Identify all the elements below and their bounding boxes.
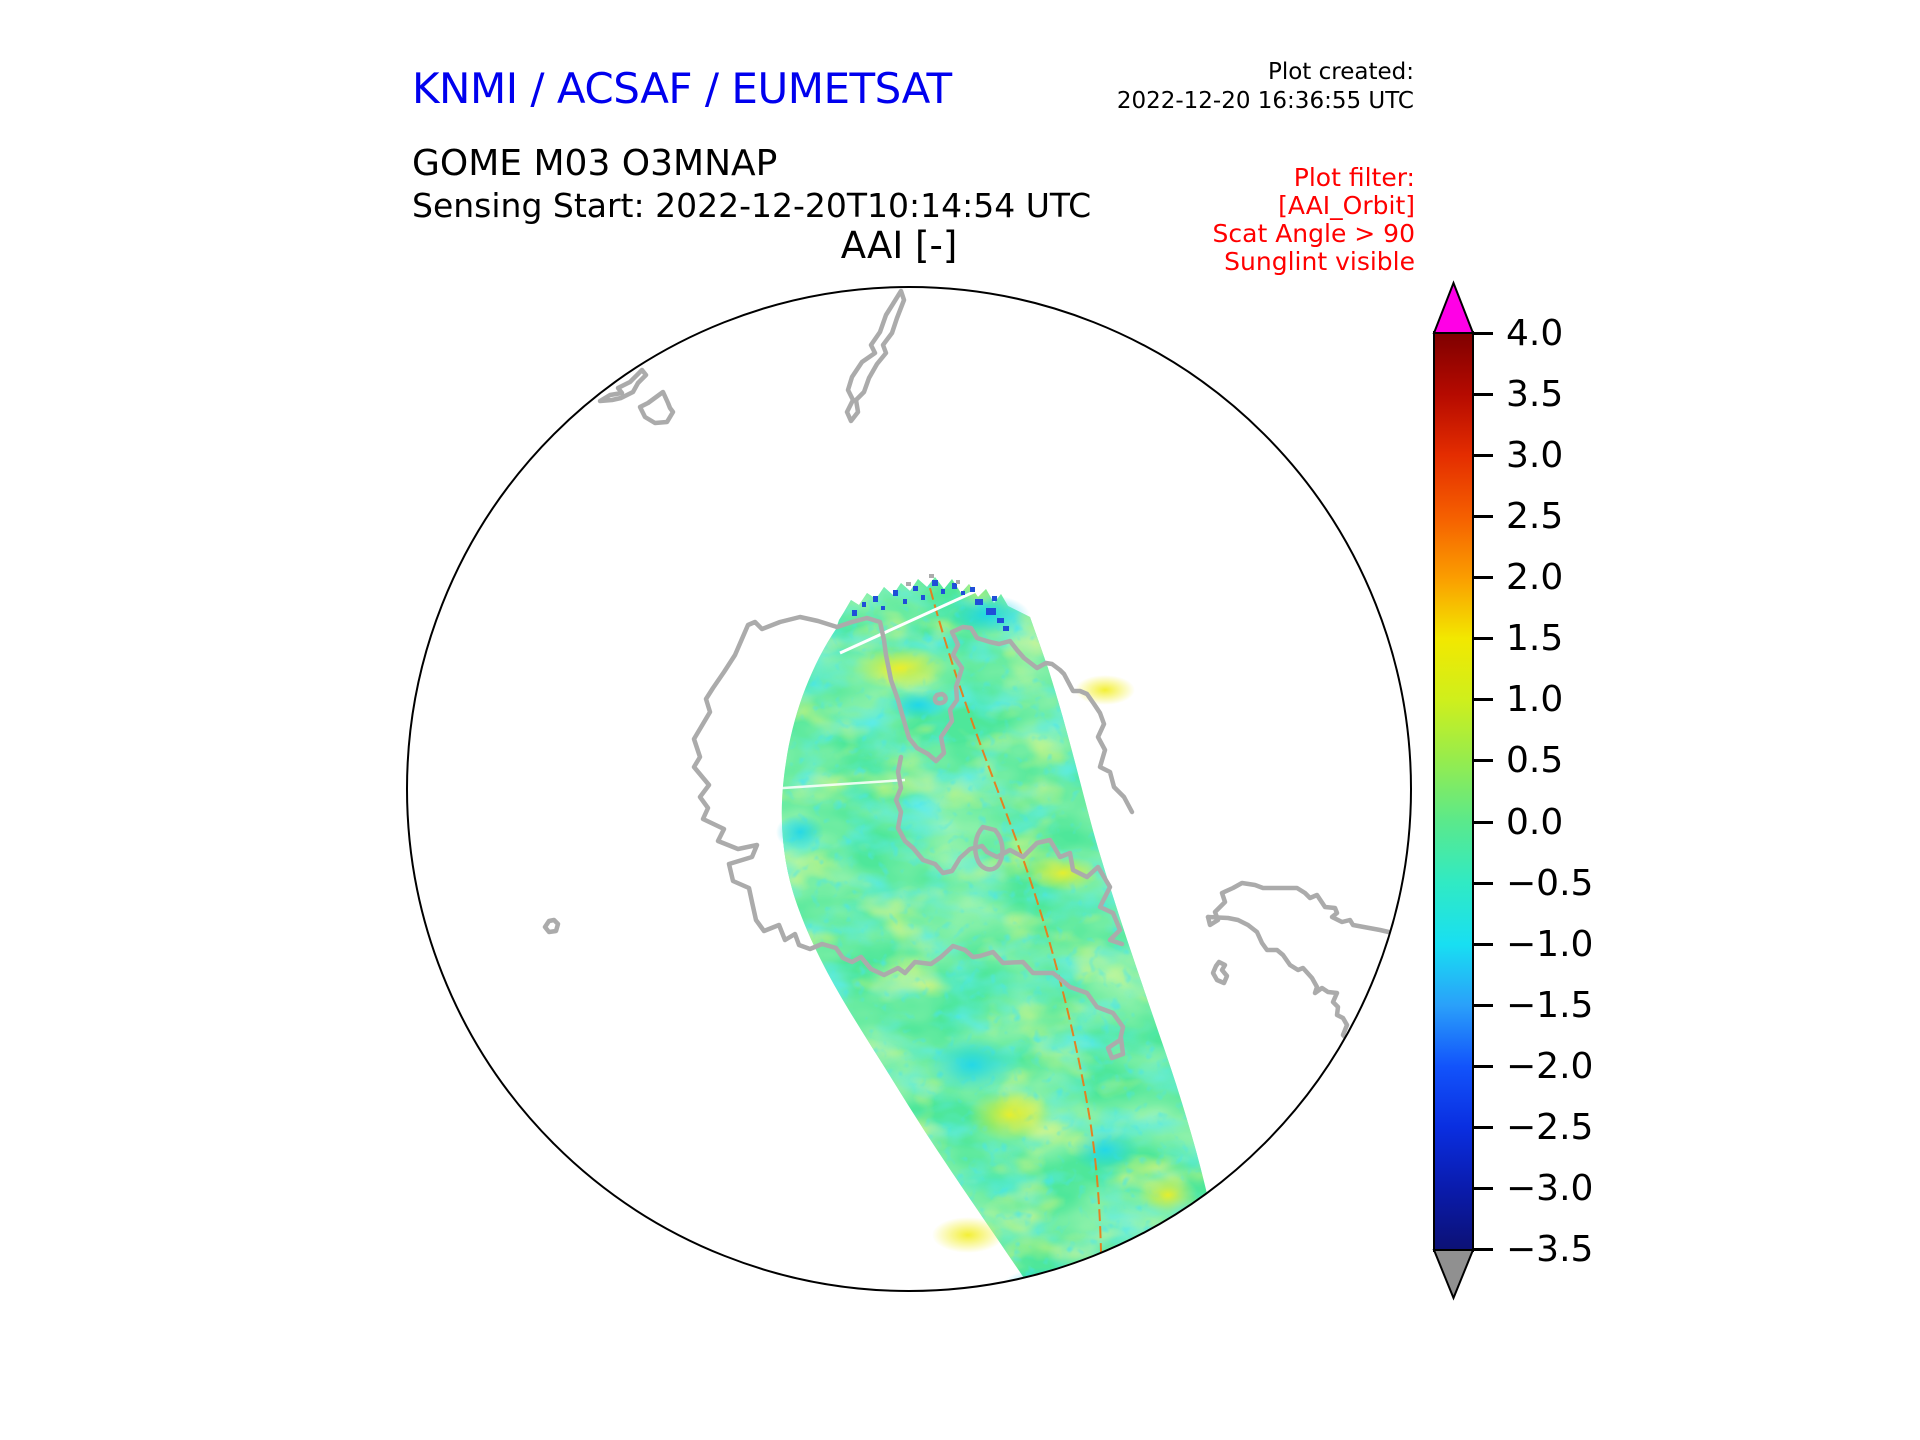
tick-label: −0.5 [1506, 862, 1594, 904]
tick-mark [1474, 1065, 1493, 1068]
tick-mark [1474, 637, 1493, 641]
tick-label: 2.5 [1506, 495, 1564, 537]
satellite-swath [767, 574, 1240, 1291]
coast-lagoon-ring [973, 824, 1005, 872]
coast-new-zealand [844, 288, 907, 424]
edge-blue-specks [852, 580, 1009, 631]
plot-filter-block: Plot filter: [AAI_Orbit] Scat Angle > 90 Su… [1213, 164, 1415, 276]
tick-label: 2.0 [1506, 557, 1564, 598]
tick-mark [1474, 331, 1493, 335]
tick-label: 1.0 [1506, 679, 1564, 721]
tick-mark [1474, 1003, 1493, 1007]
scan-gap-lines [767, 589, 977, 791]
tick-mark [1474, 1126, 1493, 1130]
globe-disc [407, 287, 1411, 1291]
coast-tiny-island-swath [932, 691, 948, 706]
coast-island-tdf [1210, 959, 1230, 986]
plot-created-label: Plot created: [1267, 59, 1414, 85]
tick-mark [1474, 453, 1493, 457]
tick-label: 0.0 [1506, 801, 1564, 843]
tick-label: −2.5 [1506, 1107, 1594, 1149]
tick-label: 3.0 [1506, 434, 1564, 476]
swath-patches [776, 595, 1198, 1291]
tick-mark [1474, 514, 1493, 518]
product-block: GOME M03 O3MNAP Sensing Start: 2022-12-2… [412, 143, 1091, 228]
swath-area [781, 577, 1240, 1291]
plot-filter-line: Plot filter: [1293, 163, 1415, 192]
coast-south-america-south [1205, 914, 1351, 1060]
coast-antarctica-main [691, 614, 1126, 1061]
tick-mark [1474, 820, 1493, 824]
tick-mark [1474, 942, 1493, 946]
tick-mark [1474, 576, 1493, 579]
plot-created-block: Plot created: 2022-12-20 16:36:55 UTC [1117, 58, 1414, 116]
orbit-track-line [929, 587, 1102, 1253]
tick-mark [1474, 698, 1493, 702]
sensing-start: Sensing Start: 2022-12-20T10:14:54 UTC [412, 186, 1092, 226]
plot-filter-line: [AAI_Orbit] [1278, 191, 1415, 220]
tick-label: −3.0 [1506, 1168, 1594, 1210]
tick-mark [1474, 759, 1493, 763]
colorbar-gradient [1433, 331, 1474, 1252]
product-name: GOME M03 O3MNAP [412, 143, 778, 184]
tick-mark [1474, 392, 1493, 396]
tick-label: −2.0 [1506, 1046, 1594, 1087]
edge-gray-specks [906, 574, 960, 586]
colorbar-over-arrow [1432, 280, 1475, 334]
tick-mark [1474, 881, 1493, 885]
colorbar-under-arrow [1432, 1249, 1475, 1301]
tick-label: 1.5 [1506, 618, 1564, 660]
colorbar-ticks: 4.0 3.5 3.0 2.5 2.0 1.5 1.0 0.5 0.0 −0 [1474, 313, 1594, 1270]
swath-noise-green [781, 577, 1240, 1291]
coast-island-small-left [542, 917, 561, 935]
tick-label: 0.5 [1506, 740, 1564, 782]
tick-mark [1474, 1248, 1493, 1252]
plot-filter-line: Scat Angle > 90 [1212, 219, 1415, 248]
plot-title: AAI [-] [840, 224, 958, 267]
swath-noise-cyan [781, 577, 1240, 1291]
plot-filter-line: Sunglint visible [1224, 247, 1415, 276]
swath-noise-speckle [781, 577, 1240, 1291]
tick-label: 3.5 [1506, 373, 1564, 415]
tick-mark [1474, 1187, 1493, 1191]
tick-label: −3.5 [1506, 1229, 1594, 1271]
coast-east-antarctica [834, 615, 1135, 815]
globe-outline [406, 286, 1412, 1292]
coastlines [542, 288, 1396, 1061]
coast-island-edge [597, 367, 649, 404]
tick-label: 4.0 [1506, 312, 1564, 354]
coast-bay-squiggle [979, 837, 1125, 947]
coast-island-blob [637, 389, 676, 426]
plot-created-time: 2022-12-20 16:36:55 UTC [1116, 88, 1414, 114]
swath-noise-yellow [781, 577, 1240, 1291]
tick-label: −1.5 [1506, 984, 1594, 1026]
coast-south-america-north [1205, 880, 1396, 936]
coast-inner-segment [893, 754, 985, 876]
organisation-title: KNMI / ACSAF / EUMETSAT [412, 64, 952, 113]
tick-label: −1.0 [1506, 923, 1594, 965]
